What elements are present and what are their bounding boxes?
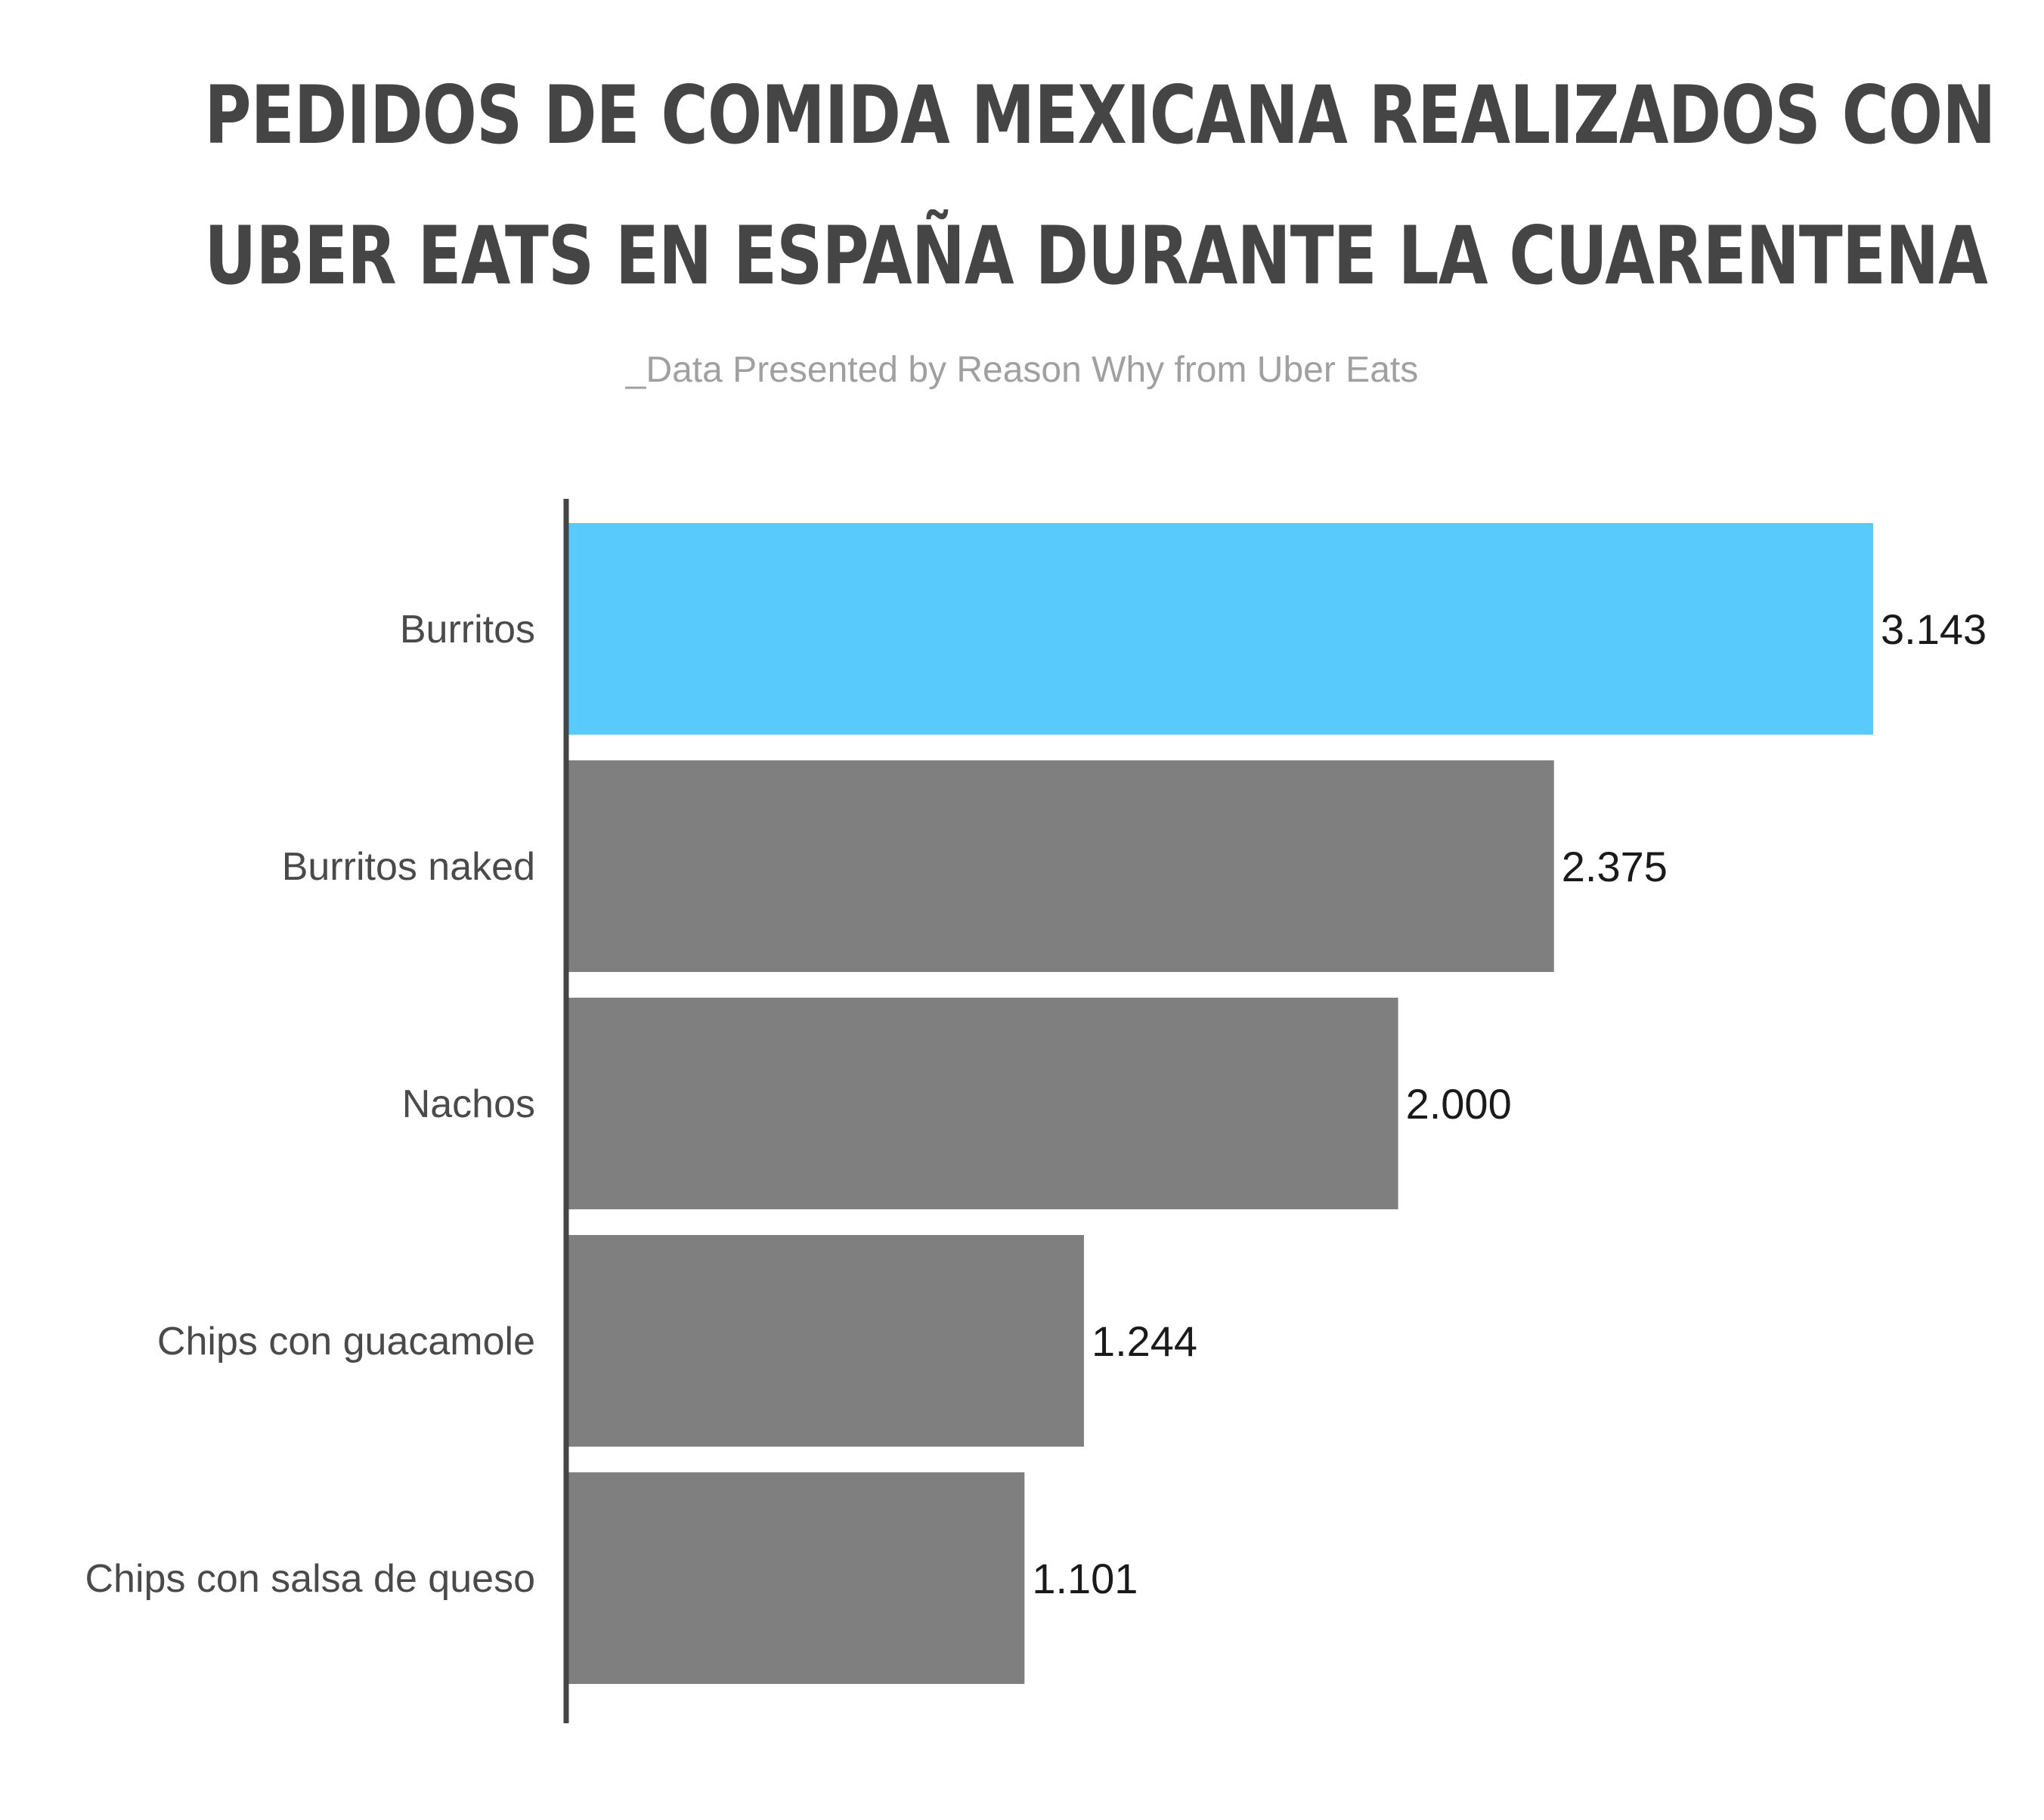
- value-label: 3.143: [1881, 605, 1987, 653]
- category-label: Burritos naked: [282, 845, 535, 889]
- chart-subtitle: _Data Presented by Reason Why from Uber …: [625, 350, 1419, 390]
- bar-burritos: [567, 523, 1873, 735]
- category-label: Nachos: [402, 1082, 535, 1126]
- category-label: Chips con guacamole: [157, 1320, 535, 1363]
- bar-chips-con-salsa-de-queso: [567, 1472, 1025, 1684]
- chart-title-line-2: UBER EATS EN ESPAÑA DURANTE LA CUARENTEN…: [204, 209, 1988, 302]
- value-label: 2.375: [1562, 843, 1668, 890]
- bar-burritos-naked: [567, 760, 1554, 972]
- category-label: Chips con salsa de queso: [85, 1557, 536, 1601]
- value-label: 2.000: [1406, 1080, 1512, 1128]
- chart-title-line-1: PEDIDOS DE COMIDA MEXICANA REALIZADOS CO…: [204, 69, 1996, 162]
- value-label: 1.244: [1092, 1317, 1197, 1365]
- value-label: 1.101: [1032, 1555, 1138, 1602]
- bar-nachos: [567, 998, 1398, 1209]
- category-label: Burritos: [400, 608, 535, 652]
- chart-title: PEDIDOS DE COMIDA MEXICANA REALIZADOS CO…: [0, 45, 2044, 327]
- bar-chips-con-guacamole: [567, 1235, 1084, 1447]
